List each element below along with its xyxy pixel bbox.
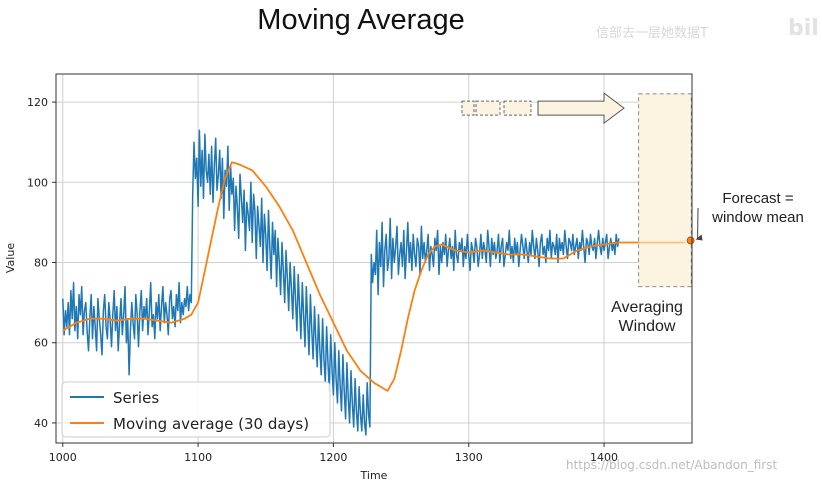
forecast-annotation: Forecast = window mean [694, 189, 822, 227]
slide-title: Moving Average [257, 4, 465, 36]
watermark-url: https://blog.csdn.net/Abandon_first [566, 458, 778, 472]
y-tick-label: 80 [34, 257, 48, 270]
sliding-window-trail-box [461, 100, 475, 116]
y-tick-label: 40 [34, 417, 48, 430]
x-tick-label: 1400 [590, 451, 618, 464]
legend-moving-average-label: Moving average (30 days) [113, 415, 309, 433]
y-tick-label: 60 [34, 337, 48, 350]
axis-ticks: 1000 1100 1200 1300 1400 40 60 80 100 120 [27, 96, 618, 464]
legend: Series Moving average (30 days) [61, 381, 331, 438]
x-axis-label: Time [360, 469, 388, 482]
overlay-layer [461, 92, 703, 287]
plot-frame [55, 73, 693, 444]
series-layer [62, 129, 686, 436]
forecast-point [686, 236, 695, 245]
sliding-window-trail-box [475, 100, 501, 116]
averaging-window-overlay [638, 94, 692, 287]
forecast-annotation-line2: window mean [712, 209, 804, 226]
watermark-logo: bil [788, 16, 819, 41]
y-axis-label: Value [4, 243, 17, 273]
averaging-window-annotation-line1: Averaging [611, 299, 683, 316]
moving-average-line [62, 161, 686, 392]
averaging-window-annotation: Averaging Window [592, 298, 702, 336]
legend-box [61, 381, 331, 438]
x-tick-label: 1100 [184, 451, 212, 464]
y-tick-label: 120 [27, 96, 48, 109]
averaging-window-annotation-line2: Window [618, 318, 676, 335]
x-tick-label: 1300 [455, 451, 483, 464]
x-tick-label: 1200 [319, 451, 347, 464]
legend-series-label: Series [113, 389, 159, 407]
watermark-text-top: 信部去一层她数据T [596, 26, 708, 41]
forecast-pointer-head [695, 234, 703, 241]
forecast-annotation-line1: Forecast = [722, 190, 794, 207]
x-tick-label: 1000 [49, 451, 77, 464]
sliding-window-arrow [537, 92, 625, 125]
sliding-window-trail-box [503, 100, 532, 116]
y-tick-label: 100 [27, 176, 48, 189]
